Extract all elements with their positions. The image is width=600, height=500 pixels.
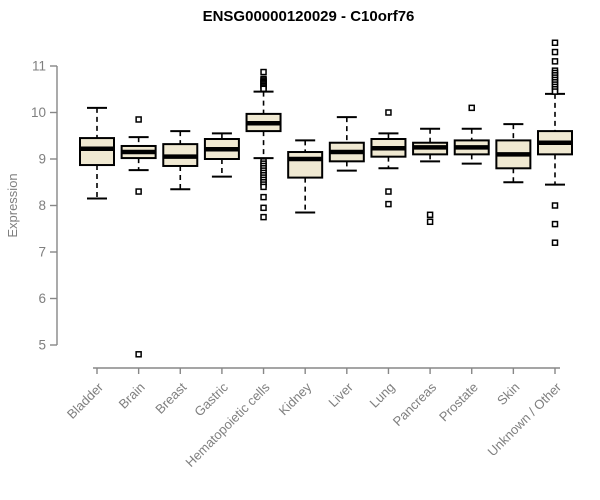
x-category-label-kidney: Kidney: [276, 379, 315, 418]
outlier-point: [551, 88, 559, 95]
outlier-point: [260, 204, 267, 212]
outlier-point: [260, 183, 267, 191]
outlier-point: [260, 193, 267, 201]
outlier-point: [385, 200, 392, 208]
x-category-label-pancreas: Pancreas: [390, 379, 440, 429]
outlier-point: [551, 202, 559, 209]
x-category-label-lung: Lung: [367, 380, 398, 411]
outlier-point: [551, 39, 559, 46]
boxplot-hematopoietic-cells: [245, 68, 282, 221]
x-category-label-unknown-other: Unknown / Other: [485, 379, 565, 459]
x-category-label-brain: Brain: [116, 380, 148, 412]
outlier-point: [385, 188, 392, 195]
outlier-point: [260, 68, 267, 76]
x-category-label-gastric: Gastric: [191, 379, 231, 419]
outlier-point: [260, 213, 267, 221]
chart-title: ENSG00000120029 - C10orf76: [202, 8, 415, 25]
outlier-point: [135, 351, 142, 358]
outlier-point: [551, 48, 559, 56]
outlier-point: [426, 218, 434, 226]
boxplot-liver: [328, 116, 365, 172]
outlier-point: [551, 239, 559, 246]
y-tick-label: 10: [31, 105, 46, 120]
x-category-label-prostate: Prostate: [436, 380, 481, 425]
x-category-label-skin: Skin: [494, 380, 522, 408]
x-category-label-liver: Liver: [325, 379, 356, 410]
outlier-point: [551, 220, 559, 228]
boxplot-gastric: [203, 132, 240, 178]
boxplot-pancreas: [412, 127, 449, 226]
boxplot-breast: [162, 130, 199, 191]
boxplot-prostate: [453, 104, 490, 165]
y-tick-label: 6: [38, 291, 46, 306]
y-tick-label: 7: [38, 245, 46, 260]
y-tick-label: 5: [38, 338, 46, 353]
boxplot-unknown-other: [537, 39, 573, 246]
outlier-point: [385, 109, 392, 116]
y-tick-label: 11: [32, 59, 46, 74]
outlier-point: [135, 188, 142, 195]
outlier-point: [468, 104, 475, 112]
y-tick-label: 8: [38, 198, 46, 213]
outlier-point: [426, 211, 434, 219]
boxplot-lung: [370, 109, 407, 208]
y-axis: 5 6 7 8 9 10 11: [31, 59, 58, 353]
boxplot-brain: [120, 116, 157, 358]
outlier-point: [135, 116, 142, 123]
outlier-point: [551, 58, 559, 65]
boxplot-skin: [495, 123, 532, 184]
boxplot-kidney: [287, 139, 324, 214]
y-tick-label: 9: [38, 152, 46, 167]
y-axis-title: Expression: [5, 173, 20, 237]
x-category-label-bladder: Bladder: [64, 379, 107, 422]
boxplot-bladder: [79, 106, 115, 200]
x-category-label-breast: Breast: [152, 379, 189, 416]
outlier-point: [260, 85, 267, 93]
